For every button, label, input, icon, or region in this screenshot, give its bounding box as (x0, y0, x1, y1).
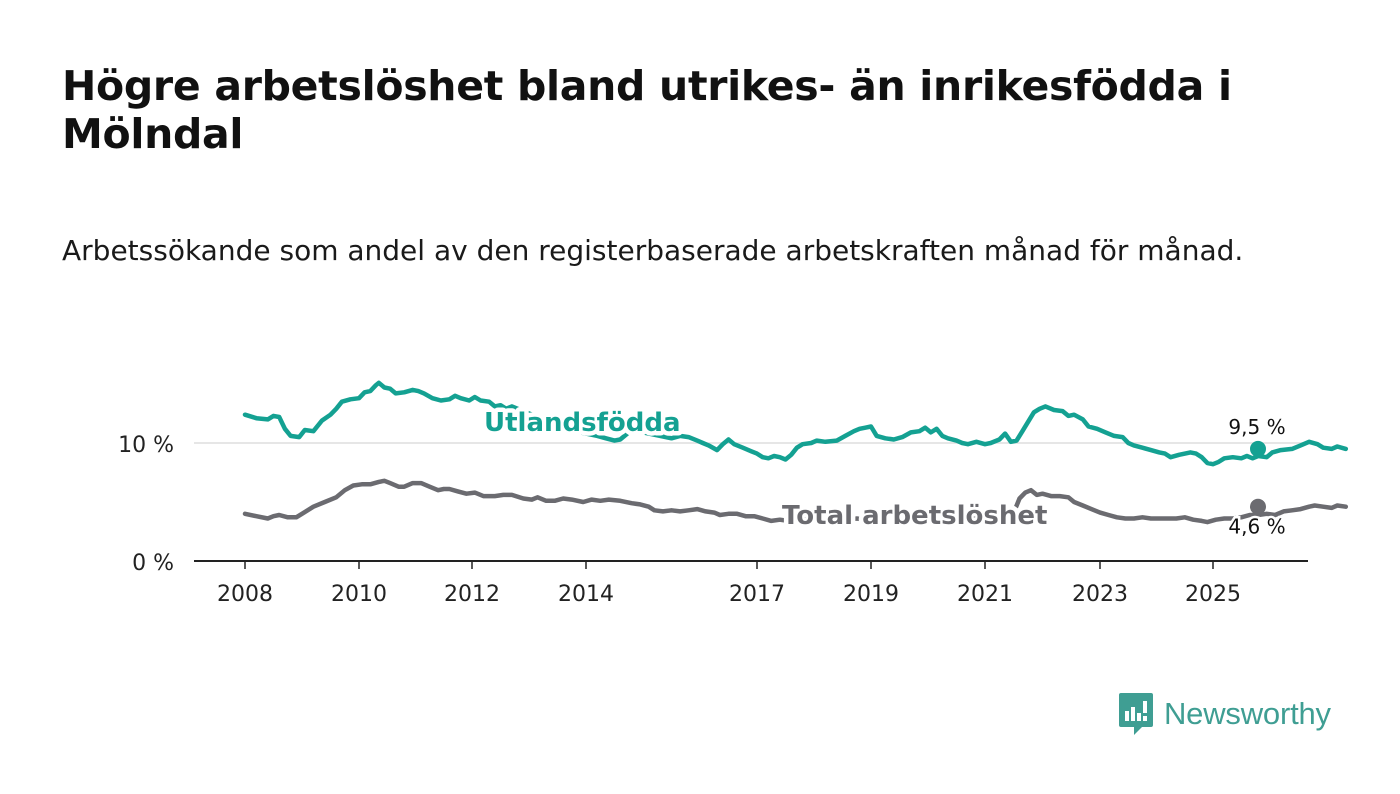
series-annotation: Total arbetslöshet (782, 501, 1047, 531)
x-tick-label: 2021 (957, 582, 1013, 607)
newsworthy-logo-icon (1119, 693, 1153, 735)
series-end-label: 9,5 % (1228, 415, 1285, 439)
x-tick-label: 2023 (1072, 582, 1128, 607)
chart-title: Högre arbetslöshet bland utrikes- än inr… (62, 62, 1232, 158)
newsworthy-logo: Newsworthy (1118, 690, 1331, 738)
x-tick-label: 2012 (444, 582, 500, 607)
y-tick-label: 10 % (118, 433, 174, 458)
series-line-utlandsf-dda (242, 380, 1349, 467)
series-end-point (1250, 440, 1266, 457)
x-tick-label: 2014 (558, 582, 614, 607)
series-end-label: 4,6 % (1228, 515, 1285, 539)
y-tick-label: 0 % (132, 551, 174, 576)
series-annotation: Utlandsfödda (484, 408, 681, 438)
x-tick-label: 2017 (729, 582, 785, 607)
x-tick-label: 2008 (217, 582, 273, 607)
chart-subtitle: Arbetssökande som andel av den registerb… (62, 234, 1244, 267)
series-end-point (1250, 498, 1266, 515)
x-tick-label: 2010 (331, 582, 387, 607)
x-tick-label: 2025 (1185, 582, 1241, 607)
newsworthy-logo-text: Newsworthy (1164, 696, 1331, 731)
series-line-total-arbetsl-shet (242, 478, 1349, 525)
x-tick-label: 2019 (843, 582, 899, 607)
